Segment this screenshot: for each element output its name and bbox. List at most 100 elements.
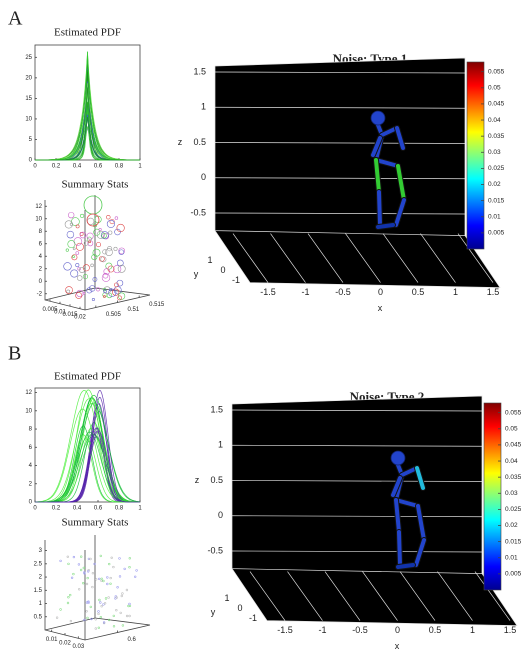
colorbar-tick-label: 0.045 <box>505 442 522 449</box>
scatter-point <box>101 233 107 239</box>
x-tick-label: 1.5 <box>504 625 517 635</box>
density-curve <box>35 403 140 503</box>
scatter-point <box>72 255 75 258</box>
scatter-point <box>67 562 70 566</box>
limb <box>396 563 415 569</box>
colorbar <box>466 61 485 250</box>
z-tick-label: 0.5 <box>193 137 206 147</box>
scatter-point <box>98 227 102 232</box>
x-tick-label: -0.5 <box>335 287 351 297</box>
scatter-point <box>94 618 97 621</box>
colorbar-tick-label: 0.005 <box>488 230 505 237</box>
scatter-point <box>82 566 86 570</box>
scatter-point <box>125 614 129 618</box>
scatter-point <box>135 569 138 572</box>
y-tick-label: 4 <box>29 463 33 469</box>
y-tick-label: 10 <box>25 117 32 123</box>
head <box>370 110 386 126</box>
density-curve <box>35 402 141 503</box>
scatter-point <box>102 233 110 240</box>
scatter-point <box>100 256 107 263</box>
density-curve <box>35 85 140 161</box>
scatter-point <box>66 601 70 605</box>
density-curves <box>35 51 140 161</box>
limb <box>394 498 401 534</box>
scatter-point <box>134 575 137 578</box>
grid-line <box>382 233 419 283</box>
scatter-point <box>91 585 94 589</box>
x-tick-label: 0.02 <box>59 641 71 647</box>
z-tick-label: 1.5 <box>193 66 206 76</box>
head <box>390 450 406 466</box>
colorbar-tick-label: 0.01 <box>505 554 518 561</box>
plot-title: Estimated PDF <box>54 371 121 383</box>
scatter-point <box>79 568 83 572</box>
scatter-point <box>102 287 107 292</box>
limb <box>371 136 382 157</box>
scatter-point <box>87 600 90 603</box>
scatter-point <box>86 570 90 573</box>
scatter-point <box>116 586 119 589</box>
scatter-point <box>107 618 111 622</box>
scatter-point <box>55 616 59 619</box>
z-tick-label: 1.5 <box>210 404 223 414</box>
x-tick-label: 0.01 <box>46 637 58 643</box>
scatter-point <box>65 248 69 252</box>
scatter-point <box>99 615 103 619</box>
colorbar-tick-label: 0.055 <box>505 409 522 416</box>
scatter-point <box>69 222 73 226</box>
grid-line <box>457 233 494 283</box>
z-tick-label: -0.5 <box>207 545 223 555</box>
scatter-point <box>86 232 94 240</box>
z-tick-label: 0 <box>218 510 223 520</box>
scatter-point <box>86 576 89 580</box>
scatter-point <box>115 608 118 612</box>
grid-line <box>249 571 286 621</box>
scatter-point <box>76 275 83 281</box>
scatter-point <box>59 559 62 563</box>
density-curve <box>35 87 140 161</box>
y-axis-label: y <box>211 607 216 617</box>
density-curve <box>35 116 140 161</box>
y-tick-label: 15 <box>25 96 32 102</box>
scatter-point <box>71 254 78 261</box>
grid-line <box>231 444 483 447</box>
scatter-point <box>83 195 103 215</box>
scatter-point <box>102 579 105 583</box>
x-tick-label: 0.8 <box>115 164 124 170</box>
scatter-point <box>128 557 132 560</box>
grid-line <box>362 571 398 621</box>
x-tick-label: -0.5 <box>352 625 368 635</box>
y-tick-label: 6 <box>29 445 33 451</box>
scatter-point <box>98 598 101 602</box>
y-tick-label: 0.505 <box>106 312 122 318</box>
scatter-point <box>64 220 73 229</box>
scatter-point <box>96 230 105 239</box>
scatter-point <box>118 557 121 560</box>
x-tick-label: 0.2 <box>52 164 61 170</box>
scatter-point <box>90 263 94 268</box>
scatter-point <box>108 288 117 297</box>
scatter-point <box>79 555 83 558</box>
scatter-point <box>113 246 118 251</box>
colorbar-tick-label: 0.025 <box>505 506 522 513</box>
density-curve <box>35 90 140 161</box>
scatter-point <box>90 617 93 621</box>
scatter-point <box>81 581 85 585</box>
scatter-point <box>72 555 76 559</box>
scatter-point <box>102 272 109 279</box>
scatter-cloud <box>63 195 126 302</box>
scatter-point <box>59 608 62 611</box>
scatter-point <box>102 621 106 624</box>
grid-line <box>214 106 466 109</box>
limb <box>374 158 381 194</box>
scatter-point <box>91 297 95 302</box>
x-tick-label: -1 <box>318 625 326 635</box>
y-tick-label: 2 <box>29 481 33 487</box>
x-tick-label: 0.5 <box>412 287 425 297</box>
y-tick-label: -1 <box>249 613 257 623</box>
plot-title: Estimated PDF <box>54 27 121 39</box>
z-tick-label: 2 <box>39 575 43 581</box>
scatter-point <box>109 219 115 225</box>
grid-line <box>232 233 269 283</box>
